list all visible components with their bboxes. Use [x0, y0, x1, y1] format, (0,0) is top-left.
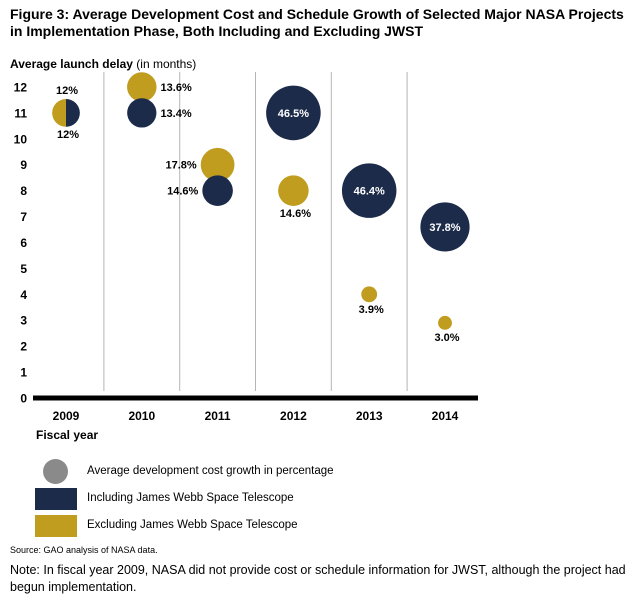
bubble-2009-excluding-half — [52, 99, 66, 127]
bubble-label-combined-bottom-2009: 12% — [57, 129, 79, 141]
figure-title: Figure 3: Average Development Cost and S… — [10, 6, 624, 39]
including-jwst-swatch-icon — [35, 488, 77, 510]
cost-growth-circle-icon — [43, 459, 68, 484]
x-tick-label-2009: 2009 — [53, 409, 80, 423]
x-tick-label-2011: 2011 — [205, 409, 231, 423]
y-tick-label-4: 4 — [20, 288, 27, 302]
y-tick-label-12: 12 — [14, 80, 28, 94]
legend-item-label: Including James Webb Space Telescope — [87, 492, 294, 504]
y-tick-label-3: 3 — [20, 314, 27, 328]
bubble-chart: Average launch delay (in months)01234567… — [10, 57, 478, 442]
y-tick-label-10: 10 — [14, 132, 28, 146]
bubble-including-2010 — [127, 98, 157, 128]
x-tick-label-2012: 2012 — [280, 409, 307, 423]
x-tick-label-2014: 2014 — [432, 409, 459, 423]
bubble-label-excluding-2011: 17.8% — [166, 160, 197, 172]
bubble-including-2012 — [266, 85, 321, 141]
bubble-label-including-2014: 37.8% — [429, 222, 460, 234]
source-attribution: Source: GAO analysis of NASA data. — [10, 545, 158, 555]
bubble-label-excluding-2012: 14.6% — [280, 208, 311, 220]
figure-note: Note: In fiscal year 2009, NASA did not … — [10, 563, 626, 594]
bubble-including-2011 — [202, 175, 233, 206]
bubble-label-combined-top-2009: 12% — [56, 85, 78, 97]
bubble-excluding-2014 — [438, 315, 452, 330]
bubble-excluding-2013 — [361, 286, 378, 303]
y-tick-label-11: 11 — [14, 106, 27, 120]
bubble-label-excluding-2014: 3.0% — [434, 332, 459, 344]
y-tick-label-9: 9 — [20, 158, 27, 172]
bubble-label-excluding-2010: 13.6% — [161, 82, 192, 94]
legend-item-label: Average development cost growth in perce… — [87, 464, 334, 477]
x-tick-label-2013: 2013 — [356, 409, 383, 423]
bubble-label-excluding-2013: 3.9% — [359, 304, 384, 316]
bubble-2009-including-half — [66, 99, 80, 127]
y-tick-label-0: 0 — [20, 392, 27, 406]
bubble-label-including-2010: 13.4% — [160, 108, 191, 120]
bubble-label-including-2013: 46.4% — [354, 186, 385, 198]
bubble-excluding-2011 — [200, 147, 235, 182]
y-axis-title: Average launch delay (in months) — [10, 57, 196, 71]
bubble-label-including-2011: 14.6% — [167, 186, 198, 198]
y-tick-label-6: 6 — [20, 236, 27, 250]
bubble-excluding-2012 — [278, 175, 309, 206]
x-tick-label-2010: 2010 — [128, 409, 155, 423]
y-tick-label-1: 1 — [20, 366, 27, 380]
excluding-jwst-swatch-icon — [35, 515, 77, 537]
x-axis-title: Fiscal year — [36, 428, 98, 442]
bubble-label-including-2012: 46.5% — [278, 108, 309, 120]
bubble-including-2014 — [420, 202, 470, 252]
y-tick-label-2: 2 — [20, 340, 27, 354]
bubble-excluding-2010 — [127, 72, 157, 102]
y-tick-label-8: 8 — [20, 184, 27, 198]
y-tick-label-7: 7 — [20, 210, 27, 224]
legend-item-label: Excluding James Webb Space Telescope — [87, 519, 298, 531]
y-tick-label-5: 5 — [20, 262, 27, 276]
bubble-including-2013 — [341, 163, 397, 218]
